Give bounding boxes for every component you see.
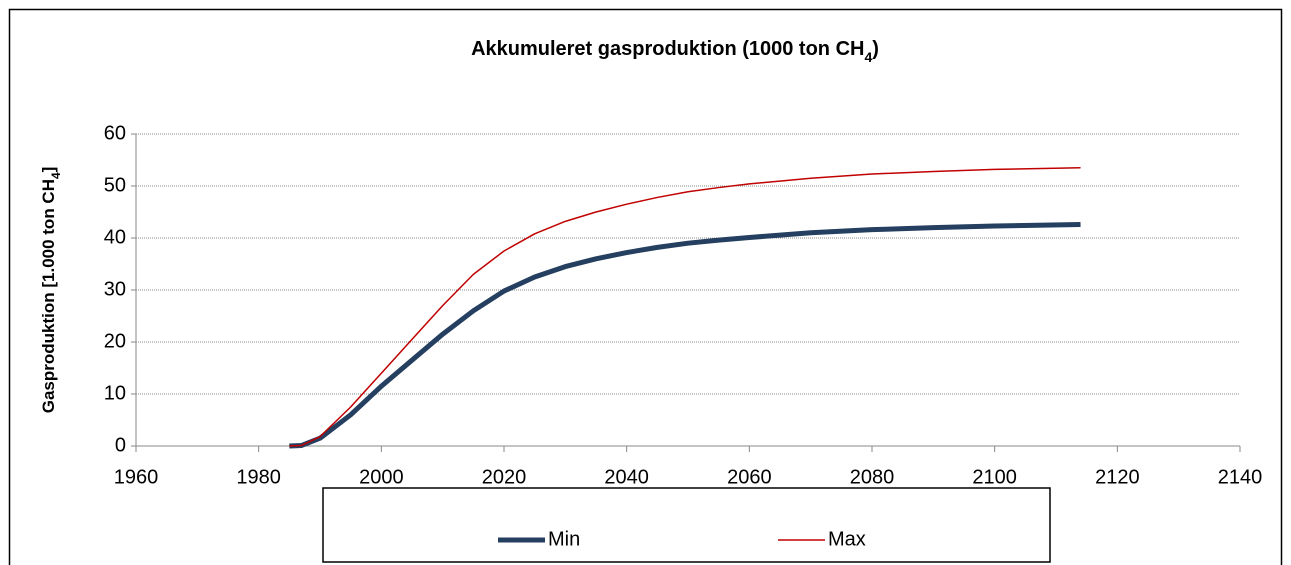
y-tick-label: 60 — [104, 122, 126, 144]
x-tick-label: 2120 — [1095, 466, 1140, 488]
chart-border — [8, 8, 1283, 565]
x-tick-label: 2140 — [1218, 466, 1263, 488]
x-tick-label: 2000 — [359, 466, 404, 488]
y-tick-label: 20 — [104, 330, 126, 352]
x-tick-label: 1960 — [114, 466, 159, 488]
x-tick-label: 2100 — [972, 466, 1017, 488]
legend-label: Min — [548, 528, 580, 550]
x-tick-label: 2080 — [850, 466, 895, 488]
series-line — [289, 221, 1081, 449]
series-line — [289, 167, 1081, 447]
chart-title: Akkumuleret gasproduktion (1000 ton CH4) — [471, 38, 879, 64]
y-tick-label: 30 — [104, 278, 126, 300]
y-tick-label: 10 — [104, 382, 126, 404]
y-tick-label: 40 — [104, 226, 126, 248]
y-axis-label: Gasproduktion [1.000 ton CH4] — [39, 167, 63, 414]
y-tick-label: 0 — [115, 434, 126, 456]
legend-label: Max — [828, 528, 866, 550]
legend-box — [322, 487, 1051, 563]
x-tick-label: 1980 — [236, 466, 281, 488]
x-tick-label: 2060 — [727, 466, 772, 488]
y-tick-label: 50 — [104, 174, 126, 196]
x-tick-label: 2040 — [604, 466, 649, 488]
x-tick-label: 2020 — [482, 466, 527, 488]
